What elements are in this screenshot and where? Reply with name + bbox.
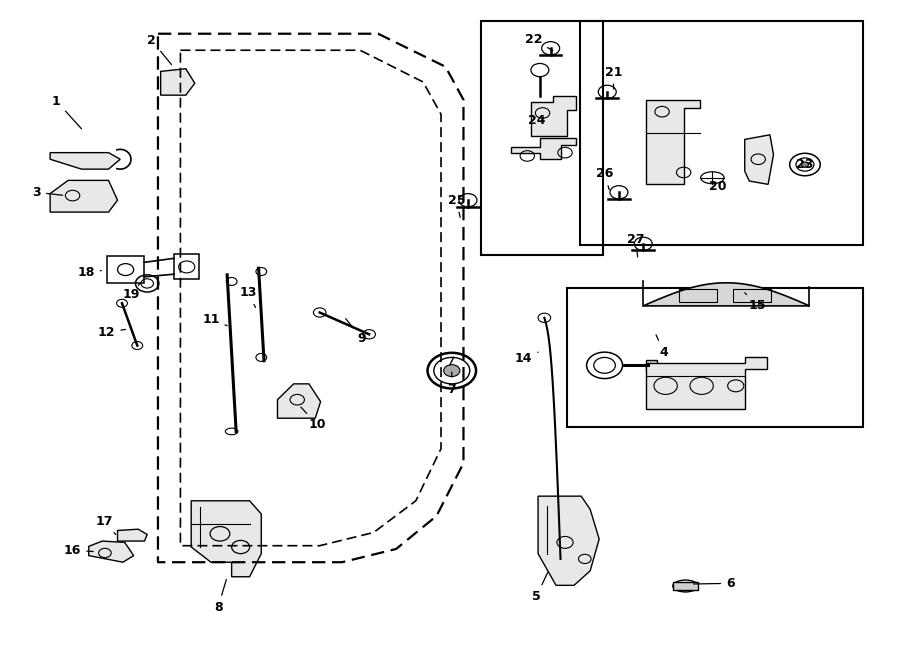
Text: 15: 15: [744, 293, 766, 312]
Text: 2: 2: [148, 34, 172, 65]
Text: 9: 9: [346, 318, 366, 346]
Text: 4: 4: [656, 335, 668, 359]
Text: 3: 3: [32, 186, 63, 199]
Text: 18: 18: [77, 266, 102, 279]
Text: 26: 26: [596, 167, 613, 189]
Text: 14: 14: [515, 352, 538, 365]
Polygon shape: [744, 135, 773, 184]
Polygon shape: [160, 69, 194, 95]
Ellipse shape: [444, 365, 460, 377]
Text: 1: 1: [52, 95, 82, 129]
Text: 5: 5: [532, 573, 548, 603]
Bar: [482, 21, 603, 255]
Polygon shape: [538, 496, 599, 585]
Polygon shape: [89, 541, 134, 562]
Text: 19: 19: [122, 283, 140, 301]
Text: 7: 7: [447, 372, 456, 396]
Text: 11: 11: [202, 312, 227, 326]
Bar: [680, 289, 717, 302]
Polygon shape: [531, 97, 576, 136]
Text: 8: 8: [214, 579, 227, 614]
Polygon shape: [118, 529, 148, 541]
Text: 21: 21: [605, 66, 622, 89]
Polygon shape: [511, 138, 576, 160]
Text: 23: 23: [796, 158, 814, 171]
Polygon shape: [191, 500, 261, 577]
Bar: [174, 254, 199, 279]
Text: 25: 25: [447, 194, 465, 217]
Polygon shape: [50, 153, 121, 169]
Text: 12: 12: [98, 326, 126, 339]
Text: 20: 20: [709, 181, 726, 193]
Text: 16: 16: [64, 544, 94, 557]
Text: 13: 13: [239, 286, 256, 307]
Polygon shape: [50, 180, 118, 212]
Polygon shape: [277, 384, 320, 418]
Polygon shape: [673, 582, 698, 590]
Polygon shape: [646, 100, 700, 184]
Bar: [567, 288, 863, 427]
Text: 10: 10: [301, 407, 326, 432]
Bar: [107, 256, 145, 283]
Text: 27: 27: [627, 233, 644, 257]
Text: 24: 24: [528, 115, 546, 127]
Bar: [580, 21, 863, 245]
Ellipse shape: [801, 162, 808, 167]
Bar: [734, 289, 770, 302]
Polygon shape: [644, 283, 809, 306]
Polygon shape: [646, 360, 657, 371]
Text: 22: 22: [525, 32, 553, 51]
Polygon shape: [646, 357, 767, 409]
Text: 6: 6: [694, 577, 734, 590]
Text: 17: 17: [95, 515, 116, 534]
